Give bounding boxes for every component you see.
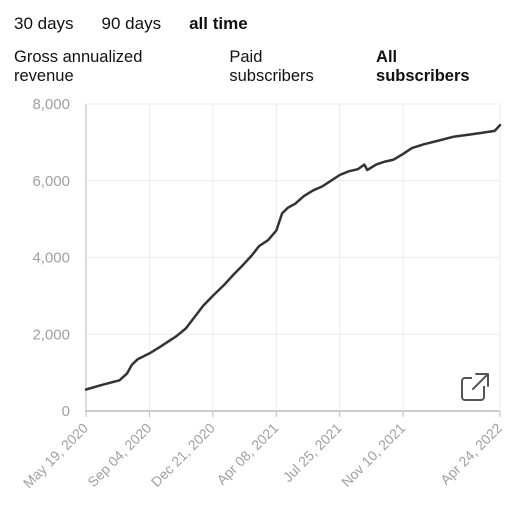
x-tick-label: Nov 10, 2021 <box>338 420 408 490</box>
y-tick-label: 0 <box>62 403 70 420</box>
range-tab-30-days[interactable]: 30 days <box>14 14 74 33</box>
metric-tabs: Gross annualized revenue Paid subscriber… <box>14 48 520 86</box>
metric-tab-all-subscribers[interactable]: All subscribers <box>376 48 470 85</box>
y-tick-label: 4,000 <box>32 250 70 267</box>
x-tick-label: Apr 08, 2021 <box>213 420 281 488</box>
y-axis: 0 2,000 4,000 6,000 8,000 <box>32 96 70 420</box>
metric-tab-gross-revenue[interactable]: Gross annualized revenue <box>14 48 143 85</box>
range-tabs: 30 days 90 days all time <box>14 14 276 34</box>
x-tick-label: Dec 21, 2020 <box>148 420 218 490</box>
open-external-icon[interactable] <box>461 372 492 401</box>
range-tab-90-days[interactable]: 90 days <box>101 14 162 33</box>
series-line <box>84 123 502 391</box>
range-tab-all-time[interactable]: all time <box>189 14 248 33</box>
x-tick-label: Apr 24, 2022 <box>437 420 505 488</box>
y-tick-label: 8,000 <box>32 96 70 113</box>
y-tick-label: 6,000 <box>32 173 70 190</box>
y-tick-label: 2,000 <box>32 326 70 343</box>
x-tick-label: Sep 04, 2020 <box>84 420 154 490</box>
x-tick-label: May 19, 2020 <box>20 420 91 491</box>
chart-grid <box>85 103 501 417</box>
x-tick-label: Jul 25, 2021 <box>280 420 345 485</box>
metric-tab-paid-subscribers[interactable]: Paid subscribers <box>229 48 314 85</box>
